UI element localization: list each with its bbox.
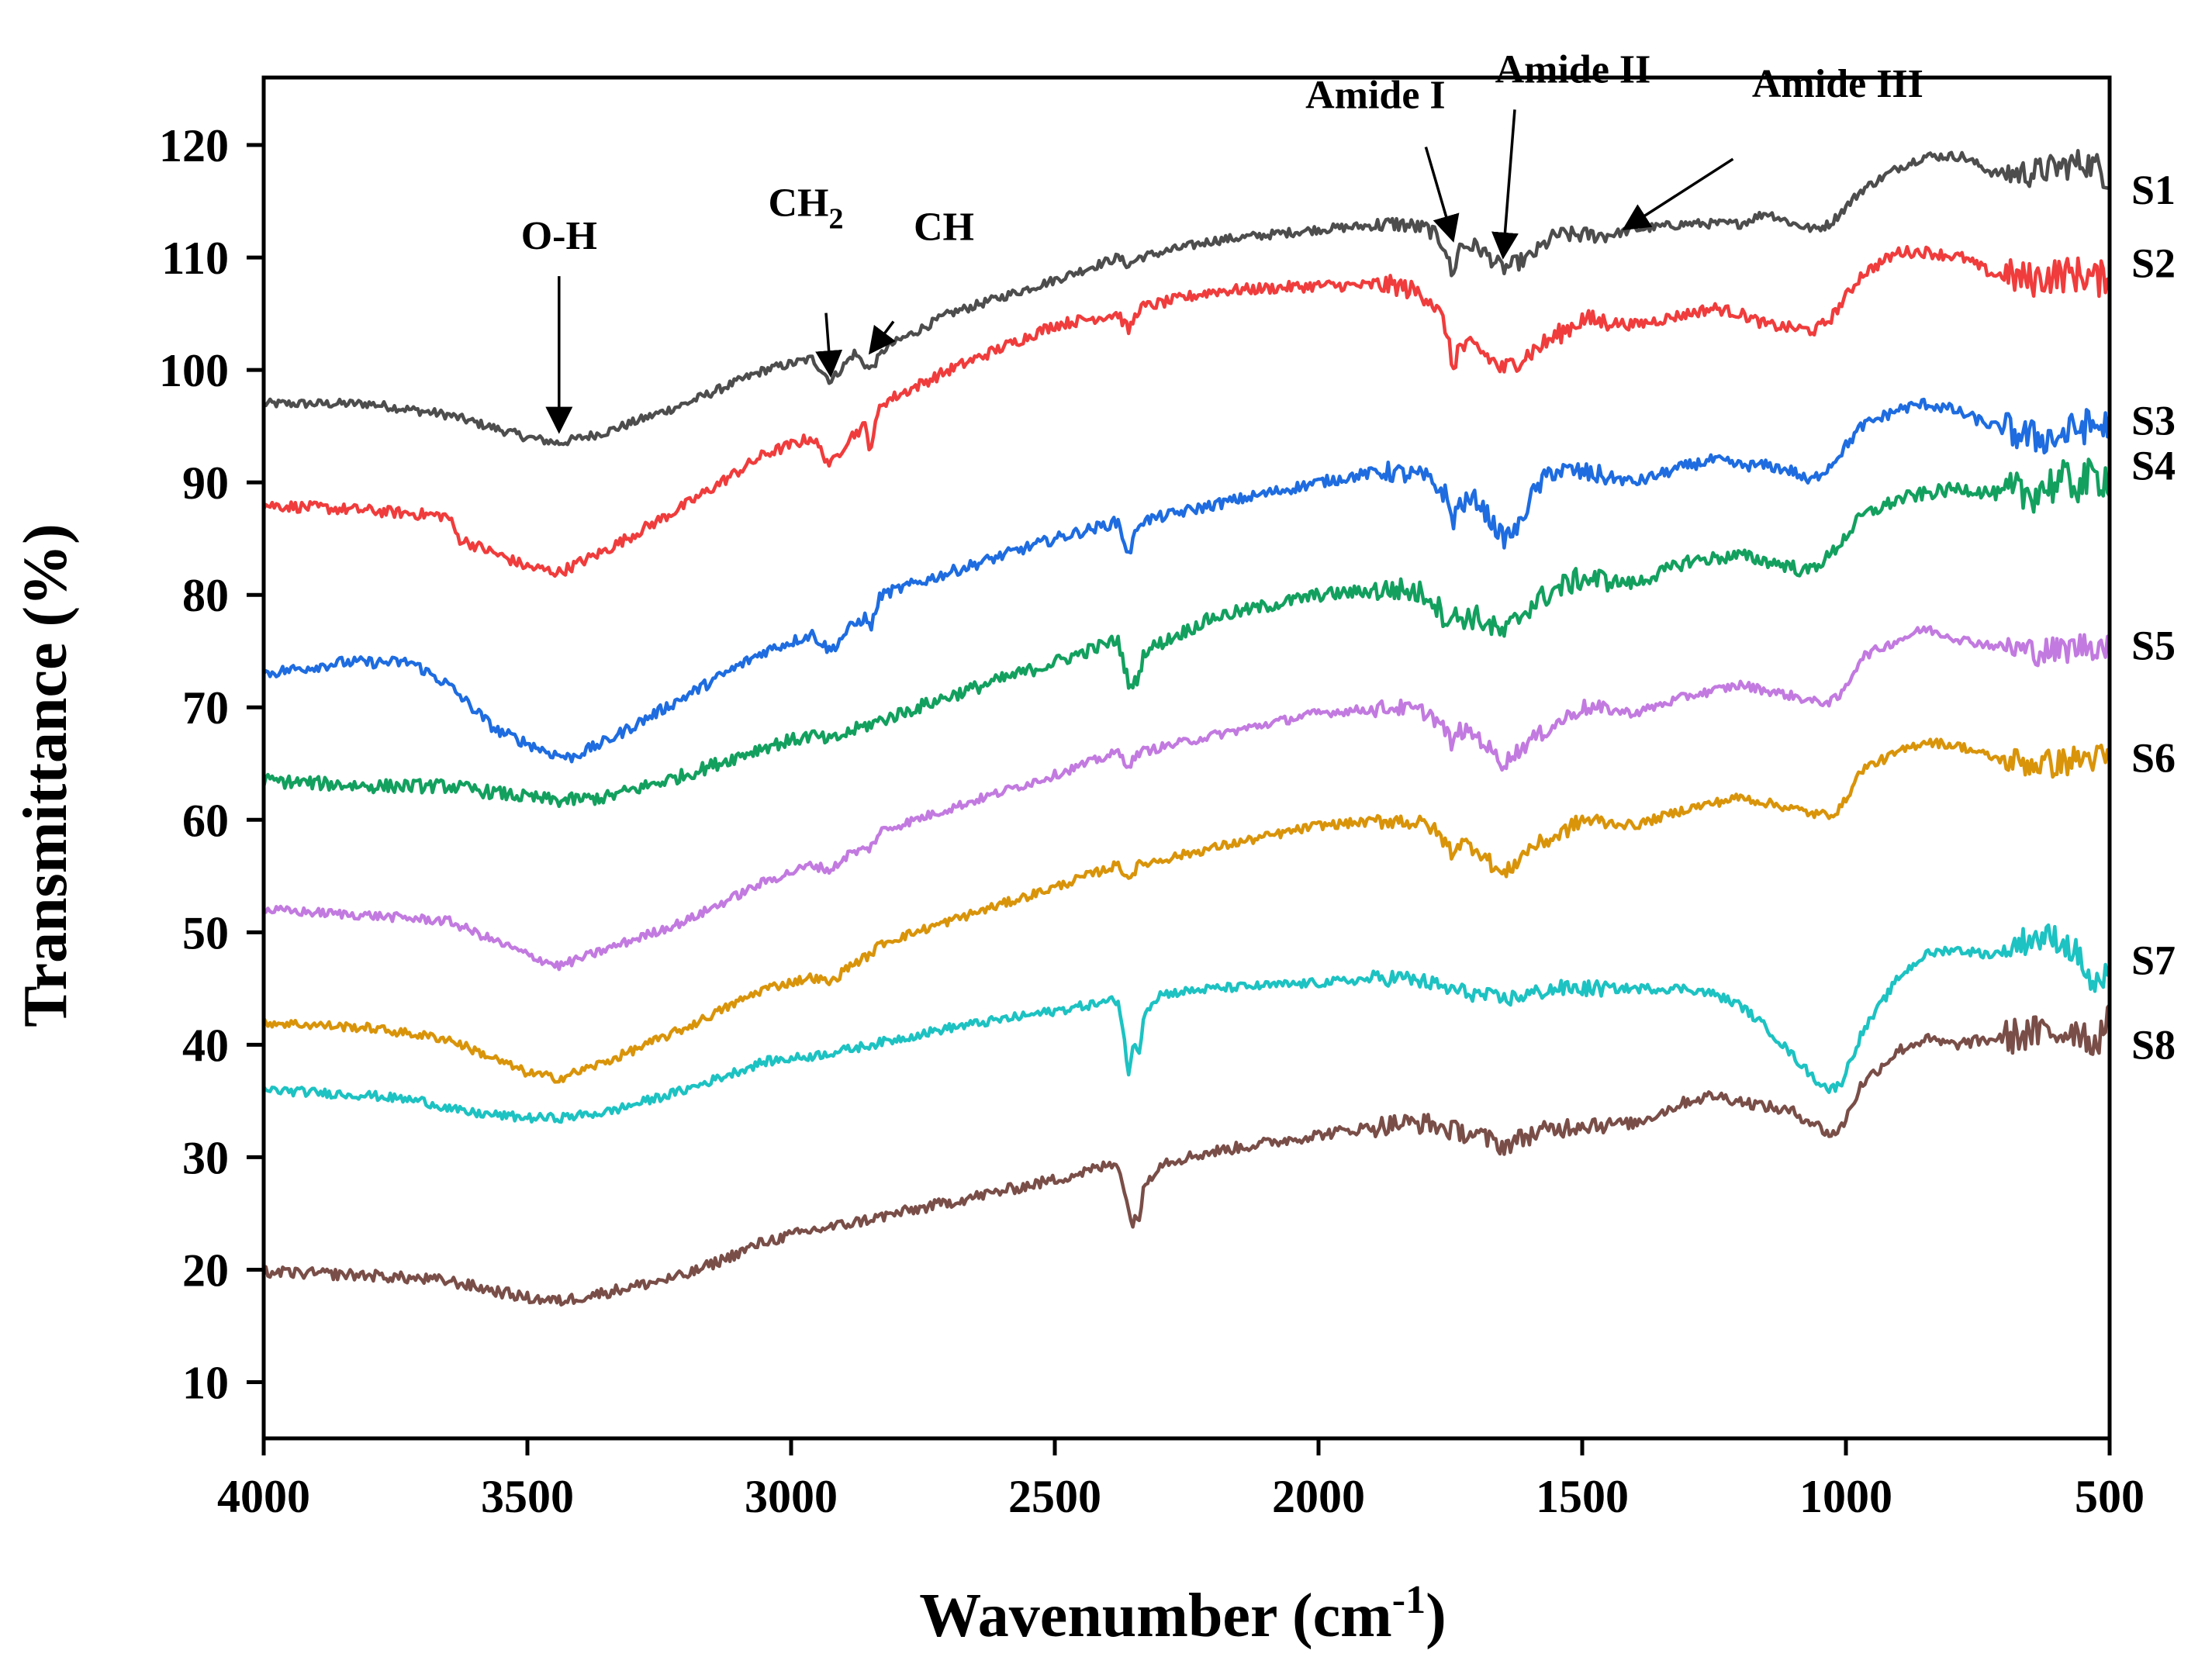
y-tick-label-40: 40	[182, 1020, 229, 1071]
annotation-text-amide-iii-5: Amide III	[1752, 62, 1923, 106]
x-tick-label-3500: 3500	[481, 1471, 574, 1522]
annotation-label-amide-iii-5: Amide III	[1752, 62, 1923, 106]
annotation-text-o-h-0: O-H	[521, 214, 597, 258]
series-line-s5	[262, 625, 2112, 972]
y-tick-label-90: 90	[182, 457, 229, 509]
annotation-label-ch-2: CH	[914, 205, 974, 250]
annotation-label-amide-i-3: Amide I	[1305, 74, 1446, 118]
annotation-label-amide-ii-4: Amide II	[1495, 47, 1651, 91]
series-label-s3: S3	[2131, 397, 2176, 444]
y-tick-label-60: 60	[182, 795, 229, 846]
y-tick-label-100: 100	[159, 345, 229, 396]
series-label-s8: S8	[2131, 1021, 2176, 1068]
x-tick-label-2000: 2000	[1272, 1471, 1365, 1522]
series-label-s2: S2	[2131, 240, 2176, 286]
annotation-label-o-h-0: O-H	[521, 214, 597, 258]
annotation-text-ch-2: CH	[914, 205, 974, 250]
annotation-arrow-ch2-1	[815, 312, 843, 378]
series-line-s8	[262, 1003, 2111, 1307]
x-tick-label-2500: 2500	[1008, 1471, 1101, 1522]
annotation-subscript-ch2-1: 2	[829, 203, 844, 236]
x-axis-title-superscript: -1	[1392, 1578, 1426, 1622]
x-axis-title-text: Wavenumber (cm	[919, 1582, 1392, 1650]
series-label-s1: S1	[2131, 167, 2176, 213]
annotation-text-ch2-1: CH	[769, 181, 829, 226]
y-tick-label-120: 120	[159, 120, 229, 171]
annotation-arrow-amide-ii-4	[1491, 109, 1519, 260]
x-tick-label-1000: 1000	[1799, 1471, 1892, 1522]
x-axis-title-close: )	[1426, 1582, 1446, 1650]
series-line-s4	[261, 457, 2111, 809]
annotation-text-amide-i-3: Amide I	[1305, 74, 1446, 118]
series-line-s7	[262, 923, 2112, 1124]
x-tick-label-1500: 1500	[1536, 1471, 1629, 1522]
annotation-arrow-ch-2	[868, 320, 896, 355]
x-tick-label-4000: 4000	[217, 1471, 310, 1522]
series-line-s3	[262, 397, 2112, 764]
y-tick-label-80: 80	[182, 570, 229, 621]
series-line-s1	[262, 149, 2110, 447]
y-tick-label-10: 10	[182, 1357, 229, 1408]
y-tick-label-110: 110	[161, 233, 229, 284]
series-label-s7: S7	[2131, 937, 2176, 984]
annotation-text-amide-ii-4: Amide II	[1495, 47, 1651, 91]
series-label-s4: S4	[2131, 442, 2176, 489]
y-axis-title: Transmittance (%)	[12, 523, 80, 1027]
y-tick-label-20: 20	[182, 1245, 229, 1296]
y-tick-label-30: 30	[182, 1132, 229, 1183]
series-line-s2	[261, 244, 2112, 578]
tick-layer: 4000 3500 3000 2500 2000 1500 1000 500 10 20 30 40 5…	[159, 120, 2145, 1522]
series-label-s6: S6	[2131, 735, 2176, 782]
plot-frame	[261, 75, 2112, 1441]
x-tick-label-500: 500	[2075, 1471, 2145, 1522]
annotation-arrow-amide-i-3	[1424, 147, 1460, 243]
x-axis-title: Wavenumber (cm-1)	[919, 1578, 1446, 1650]
series-line-s6	[262, 737, 2111, 1084]
annotation-arrow-amide-iii-5	[1622, 157, 1734, 230]
y-tick-label-50: 50	[182, 907, 229, 958]
series-label-s5: S5	[2131, 622, 2176, 668]
x-tick-label-3000: 3000	[745, 1471, 838, 1522]
y-tick-label-70: 70	[182, 682, 229, 734]
series-layer	[261, 149, 2112, 1307]
annotation-label-ch2-1: CH2	[769, 181, 844, 236]
